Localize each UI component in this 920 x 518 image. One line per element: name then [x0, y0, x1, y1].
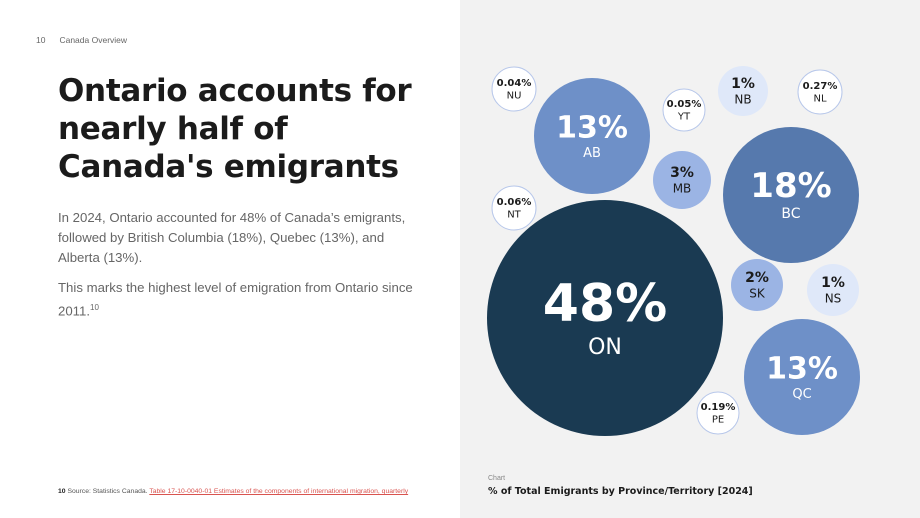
section-title: Canada Overview	[59, 35, 128, 45]
bubble-circle-ab	[534, 78, 650, 194]
bubble-circle-bc	[723, 127, 859, 263]
bubble-value-mb: 3%	[670, 165, 694, 181]
footnote-prefix: Source: Statistics Canada.	[67, 488, 148, 495]
bubble-circle-on	[487, 200, 723, 436]
body-paragraph-2-text: This marks the highest level of emigrati…	[58, 280, 413, 319]
bubble-circle-nu	[491, 66, 537, 112]
bubble-circle-qc	[744, 319, 860, 435]
title-line-2: nearly half of	[58, 111, 288, 147]
bubble-value-bc: 18%	[750, 166, 831, 206]
footnote-number: 10	[58, 488, 66, 495]
text-panel	[0, 0, 460, 518]
title-line-3: Canada's emigrants	[58, 149, 399, 185]
body-paragraph-2: This marks the highest level of emigrati…	[58, 278, 418, 321]
bubble-nu: 0.04%NU	[491, 66, 537, 112]
bubble-pe: 0.19%PE	[696, 391, 740, 435]
bubble-circle-ns	[807, 264, 859, 316]
bubble-label-nb: NB	[734, 92, 751, 106]
bubble-label-bc: BC	[781, 206, 800, 222]
bubble-value-pe: 0.19%	[701, 402, 736, 413]
bubble-value-qc: 13%	[766, 351, 838, 386]
bubble-value-nb: 1%	[731, 76, 755, 92]
bubble-value-nu: 0.04%	[497, 78, 532, 89]
bubble-on: 48%ON	[487, 200, 723, 436]
body-text: In 2024, Ontario accounted for 48% of Ca…	[58, 208, 418, 331]
bubble-label-nt: NT	[507, 209, 521, 220]
bubble-label-ns: NS	[825, 291, 842, 305]
bubble-nb: 1%NB	[718, 66, 768, 116]
bubble-qc: 13%QC	[744, 319, 860, 435]
bubble-bc: 18%BC	[723, 127, 859, 263]
bubble-circle-nl	[797, 69, 843, 115]
bubble-label-sk: SK	[749, 286, 766, 300]
bubble-value-yt: 0.05%	[667, 99, 702, 110]
bubble-circle-yt	[662, 88, 706, 132]
body-paragraph-1: In 2024, Ontario accounted for 48% of Ca…	[58, 210, 406, 265]
bubble-label-pe: PE	[712, 414, 724, 425]
title-line-1: Ontario accounts for	[58, 73, 412, 109]
bubble-label-on: ON	[588, 335, 622, 360]
bubble-value-on: 48%	[543, 274, 667, 334]
page-number: 10	[36, 35, 46, 45]
bubble-label-nu: NU	[507, 90, 522, 101]
bubble-yt: 0.05%YT	[662, 88, 706, 132]
bubble-circle-pe	[696, 391, 740, 435]
bubble-value-ns: 1%	[821, 275, 845, 291]
chart-title: % of Total Emigrants by Province/Territo…	[488, 486, 753, 497]
bubble-value-nt: 0.06%	[497, 197, 532, 208]
bubble-circle-sk	[731, 259, 783, 311]
bubble-value-ab: 13%	[556, 110, 628, 145]
page-header: 10 Canada Overview	[36, 35, 127, 45]
bubble-ns: 1%NS	[807, 264, 859, 316]
footnote-ref: 10	[90, 303, 99, 312]
bubble-circle-nb	[718, 66, 768, 116]
bubble-nl: 0.27%NL	[797, 69, 843, 115]
chart-label: Chart	[488, 475, 506, 482]
bubble-nt: 0.06%NT	[491, 185, 537, 231]
bubble-ab: 13%AB	[534, 78, 650, 194]
bubble-value-sk: 2%	[745, 270, 769, 286]
bubble-label-ab: AB	[583, 146, 601, 161]
bubble-circle-mb	[653, 151, 711, 209]
bubble-label-qc: QC	[792, 387, 811, 402]
bubble-mb: 3%MB	[653, 151, 711, 209]
footnote-source-link[interactable]: Table 17-10-0040-01 Estimates of the com…	[149, 488, 409, 495]
bubble-label-yt: YT	[677, 111, 691, 122]
bubble-value-nl: 0.27%	[803, 81, 838, 92]
footnote: 10 Source: Statistics Canada. Table 17-1…	[58, 488, 408, 495]
bubble-label-mb: MB	[673, 181, 692, 195]
page-title: Ontario accounts for nearly half of Cana…	[58, 72, 438, 186]
bubble-sk: 2%SK	[731, 259, 783, 311]
bubble-circle-nt	[491, 185, 537, 231]
bubble-label-nl: NL	[813, 93, 826, 104]
